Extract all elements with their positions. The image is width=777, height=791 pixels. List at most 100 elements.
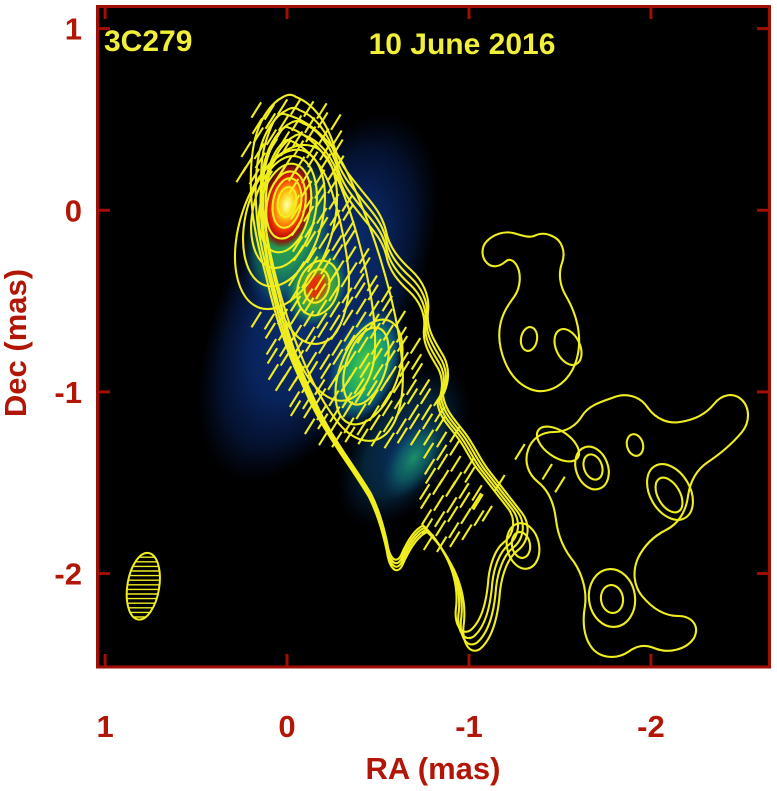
evpa-tick <box>342 309 354 326</box>
evpa-tick <box>370 338 382 356</box>
evpa-tick <box>329 301 341 318</box>
evpa-tick <box>330 113 342 131</box>
evpa-tick <box>264 112 277 130</box>
evpa-tick <box>291 130 304 148</box>
evpa-tick <box>461 523 473 541</box>
evpa-tick <box>316 207 328 225</box>
evpa-tick <box>460 507 472 525</box>
detached-blob-contour <box>481 231 581 393</box>
evpa-tick <box>254 152 266 169</box>
evpa-tick <box>395 418 408 435</box>
evpa-tick <box>287 165 300 182</box>
evpa-tick <box>328 193 340 210</box>
evpa-tick <box>274 165 287 182</box>
evpa-tick <box>341 195 353 212</box>
evpa-tick <box>302 288 314 305</box>
evpa-tick <box>380 390 392 408</box>
jet-knot-loop <box>587 568 637 628</box>
teal-tail <box>381 417 447 499</box>
evpa-tick <box>421 517 434 535</box>
evpa-tick <box>449 439 461 456</box>
evpa-tick <box>279 349 292 367</box>
evpa-tick <box>409 337 422 355</box>
evpa-tick <box>395 326 408 343</box>
evpa-tick <box>419 492 432 510</box>
evpa-tick <box>341 287 353 304</box>
evpa-tick <box>289 203 302 221</box>
evpa-tick <box>394 402 407 419</box>
evpa-tick <box>434 510 446 528</box>
evpa-tick <box>319 248 331 266</box>
evpa-tick <box>449 531 461 548</box>
evpa-tick <box>301 376 313 394</box>
evpa-tick <box>331 234 343 252</box>
evpa-tick <box>342 204 354 222</box>
evpa-tick <box>303 100 315 118</box>
evpa-tick <box>315 283 327 300</box>
y-tick-label: 1 <box>65 12 82 47</box>
evpa-tick <box>449 426 461 443</box>
evpa-tick <box>314 378 326 396</box>
evpa-tick <box>320 257 332 275</box>
evpa-tick <box>289 308 302 325</box>
evpa-tick <box>317 321 329 338</box>
beam-outline <box>125 551 161 621</box>
evpa-tick <box>301 272 313 289</box>
evpa-tick <box>367 388 379 406</box>
core-contour <box>233 143 339 311</box>
evpa-tick <box>291 340 304 358</box>
evpa-tick <box>494 474 506 491</box>
evpa-tick <box>393 392 406 410</box>
evpa-tick <box>266 347 279 365</box>
evpa-tick <box>381 308 393 325</box>
y-tick-label: -1 <box>54 375 82 410</box>
y-tick-label: 0 <box>65 193 82 228</box>
evpa-tick <box>342 401 354 418</box>
evpa-tick <box>289 98 302 116</box>
evpa-tick <box>435 415 447 432</box>
x-tick-label: -2 <box>637 709 665 744</box>
evpa-tick <box>394 310 407 327</box>
evpa-tick <box>332 348 344 366</box>
evpa-tick <box>450 455 462 472</box>
core-contour <box>250 154 318 270</box>
jet-knot-loop <box>510 531 532 559</box>
evpa-tick <box>406 387 419 405</box>
evpa-tick <box>304 221 316 239</box>
evpa-tick <box>316 404 328 421</box>
evpa-tick <box>371 347 383 365</box>
jet-knot-loop <box>646 463 694 521</box>
evpa-tick <box>317 111 329 129</box>
evpa-tick <box>327 373 339 391</box>
evpa-tick <box>304 116 316 134</box>
evpa-tick <box>290 219 303 237</box>
x-tick-label: 0 <box>278 709 295 744</box>
evpa-tick <box>437 453 449 470</box>
evpa-tick <box>471 484 483 502</box>
evpa-tick <box>316 299 328 316</box>
evpa-tick <box>343 220 355 238</box>
evpa-tick <box>305 230 317 248</box>
source-name-label: 3C279 <box>104 25 192 58</box>
evpa-tick <box>265 338 278 356</box>
evpa-tick <box>405 378 418 396</box>
evpa-tick <box>250 311 262 328</box>
evpa-tick <box>292 244 305 262</box>
evpa-tick <box>420 404 433 421</box>
evpa-tick <box>340 271 352 288</box>
evpa-tick <box>396 427 409 444</box>
knot-C2-contour <box>342 326 390 406</box>
evpa-tick <box>369 322 381 339</box>
evpa-tick <box>434 406 446 423</box>
evpa-tick <box>464 466 476 484</box>
evpa-tick <box>316 312 328 329</box>
evpa-tick <box>463 457 475 474</box>
evpa-tick <box>248 168 260 185</box>
evpa-tick <box>541 463 553 481</box>
plot-frame <box>96 5 771 669</box>
evpa-tick <box>330 323 342 340</box>
evpa-tick <box>381 295 393 312</box>
jet-knot-loop <box>582 453 604 481</box>
evpa-tick <box>279 140 292 157</box>
evpa-tick <box>355 298 367 315</box>
